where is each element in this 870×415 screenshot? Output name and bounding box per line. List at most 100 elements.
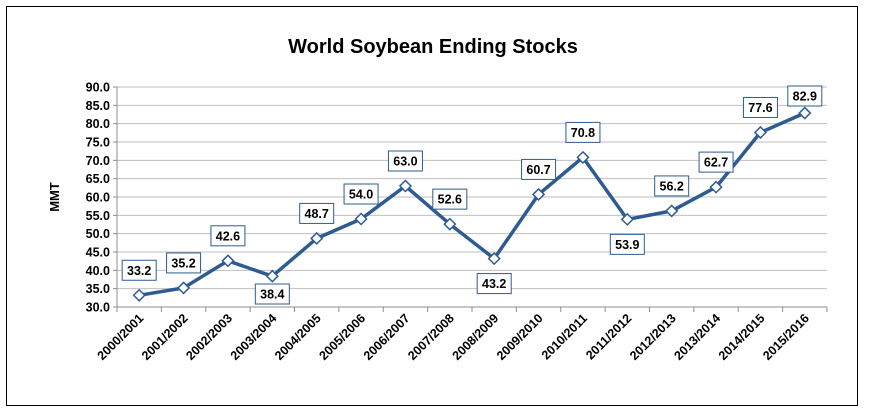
data-point-marker xyxy=(753,125,767,140)
x-tick-label: 2001/2002 xyxy=(139,311,191,363)
data-point-marker xyxy=(576,150,590,164)
data-label-box xyxy=(432,188,468,210)
x-tick-label: 2007/2008 xyxy=(405,311,457,363)
y-tick-label: 30.0 xyxy=(86,301,110,315)
data-label-box xyxy=(254,283,290,305)
data-label-text: 35.2 xyxy=(171,256,195,270)
series-markers xyxy=(132,106,812,302)
gridlines xyxy=(117,86,827,290)
data-label-box xyxy=(476,273,512,295)
x-tick-label: 2000/2001 xyxy=(95,311,147,363)
x-tick-label: 2013/2014 xyxy=(671,311,723,363)
y-tick-label: 80.0 xyxy=(86,117,110,131)
data-label-text: 70.8 xyxy=(571,126,595,140)
data-label-text: 63.0 xyxy=(393,155,417,169)
data-label-box xyxy=(609,233,645,255)
data-label: 48.7 xyxy=(299,202,335,224)
y-tick-label: 35.0 xyxy=(86,282,110,296)
y-tick-label: 75.0 xyxy=(86,136,110,150)
y-tick-label: 40.0 xyxy=(86,264,110,278)
data-label: 70.8 xyxy=(565,121,601,143)
x-tick-label: 2002/2003 xyxy=(183,311,235,363)
x-tick-label: 2014/2015 xyxy=(716,311,768,363)
data-label: 63.0 xyxy=(387,150,423,172)
data-point-marker xyxy=(310,231,324,245)
data-point-marker xyxy=(620,212,634,226)
x-tick-label: 2011/2012 xyxy=(583,311,634,362)
y-tick-label: 55.0 xyxy=(86,209,110,223)
data-label-box xyxy=(299,202,335,224)
data-label: 38.4 xyxy=(254,283,290,305)
data-point-marker xyxy=(398,179,412,193)
data-label-box xyxy=(387,150,423,172)
data-point-marker xyxy=(265,269,279,283)
x-tick-label: 2009/2010 xyxy=(494,311,546,363)
data-label: 42.6 xyxy=(210,225,246,247)
axes xyxy=(113,86,828,312)
chart-frame: World Soybean Ending Stocks MMT 30.0 35.0… xyxy=(6,6,858,406)
data-label: 53.9 xyxy=(609,233,645,255)
data-label: 35.2 xyxy=(166,252,202,274)
data-point-marker xyxy=(443,217,457,231)
data-label-text: 77.6 xyxy=(748,101,772,115)
data-label-text: 38.4 xyxy=(260,288,284,302)
data-label: 56.2 xyxy=(654,175,690,197)
data-label-text: 43.2 xyxy=(482,277,506,291)
data-label-box xyxy=(521,158,557,180)
y-axis-label: MMT xyxy=(47,182,62,212)
line-chart: World Soybean Ending Stocks MMT 30.0 35.0… xyxy=(47,36,828,363)
data-label-box xyxy=(210,225,246,247)
data-label-box xyxy=(343,183,379,205)
data-point-marker xyxy=(487,252,501,266)
data-label: 77.6 xyxy=(742,96,778,118)
data-label-box xyxy=(787,85,823,107)
data-label: 54.0 xyxy=(343,183,379,205)
x-tick-label: 2010/2011 xyxy=(539,311,590,362)
data-label: 52.6 xyxy=(432,188,468,210)
x-tick-label: 2015/2016 xyxy=(760,311,812,363)
data-label-text: 48.7 xyxy=(305,207,329,221)
data-label-text: 33.2 xyxy=(127,264,151,278)
x-tick-label: 2005/2006 xyxy=(316,311,368,363)
data-label-text: 54.0 xyxy=(349,188,373,202)
data-label-box xyxy=(121,259,157,281)
data-label: 60.7 xyxy=(521,158,557,180)
data-labels: 33.2 35.2 42.6 38.4 48.7 54.0 63.0 52.6 43.2 60.7… xyxy=(121,85,823,305)
data-label-text: 53.9 xyxy=(615,238,639,252)
data-point-marker xyxy=(132,288,146,302)
series-line xyxy=(138,111,806,298)
data-label-box xyxy=(742,96,778,118)
y-tick-label: 45.0 xyxy=(86,246,110,260)
data-label-text: 62.7 xyxy=(704,156,728,170)
data-point-marker xyxy=(709,180,723,194)
x-tick-label: 2004/2005 xyxy=(272,311,324,363)
data-point-marker xyxy=(354,212,368,226)
data-point-marker xyxy=(177,281,191,295)
data-label: 43.2 xyxy=(476,273,512,295)
data-label-box xyxy=(698,151,734,173)
data-label: 82.9 xyxy=(787,85,823,107)
y-tick-label: 60.0 xyxy=(86,191,110,205)
data-point-marker xyxy=(665,204,679,218)
data-label-text: 60.7 xyxy=(526,163,550,177)
data-label-text: 42.6 xyxy=(216,229,240,243)
data-label-box xyxy=(565,121,601,143)
data-point-marker xyxy=(221,254,235,268)
y-tick-label: 85.0 xyxy=(86,99,110,113)
data-label-text: 82.9 xyxy=(793,90,817,104)
x-tick-labels: 2000/20012001/20022002/20032003/20042004… xyxy=(95,311,812,363)
data-label-box xyxy=(654,175,690,197)
x-tick-label: 2003/2004 xyxy=(228,311,280,363)
data-label-text: 56.2 xyxy=(660,179,684,193)
y-tick-label: 70.0 xyxy=(86,154,110,168)
y-tick-label: 50.0 xyxy=(86,227,110,241)
data-label: 33.2 xyxy=(121,259,157,281)
x-tick-label: 2012/2013 xyxy=(627,311,679,363)
data-point-marker xyxy=(798,106,812,120)
x-tick-label: 2008/2009 xyxy=(450,311,502,363)
data-label: 62.7 xyxy=(698,151,734,173)
series-polyline xyxy=(138,111,806,298)
x-tick-label: 2006/2007 xyxy=(361,311,413,363)
data-label-text: 52.6 xyxy=(438,193,462,207)
data-point-marker xyxy=(532,187,546,201)
